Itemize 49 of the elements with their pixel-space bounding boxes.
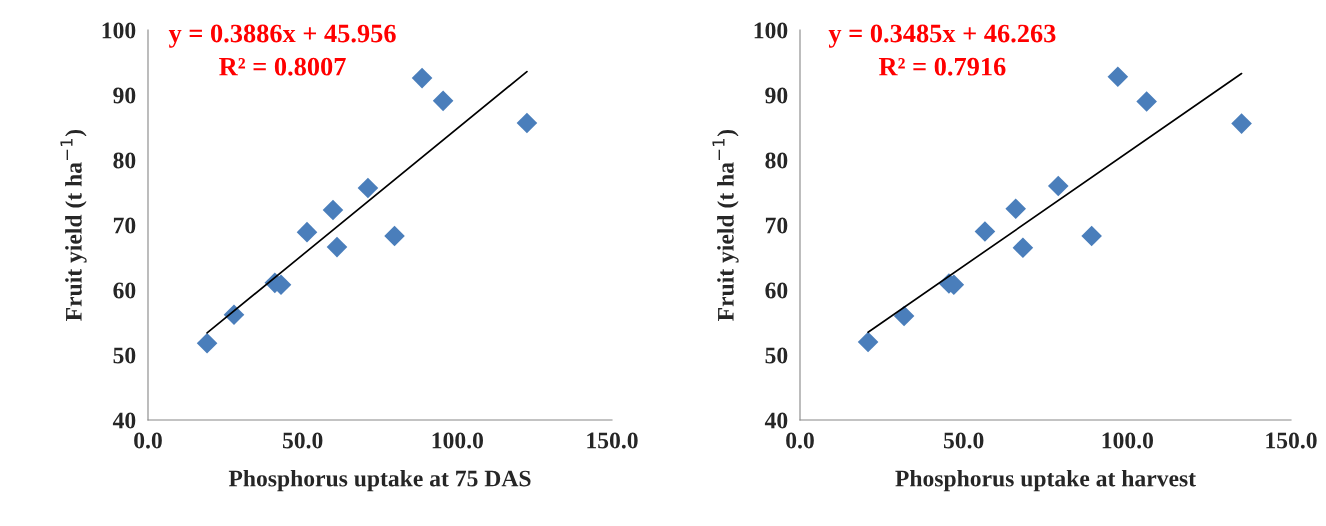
annotation: R² = 0.8007 (219, 57, 346, 76)
y-tick-label: 50 (765, 347, 788, 364)
x-axis-title: Phosphorus uptake at 75 DAS (228, 469, 531, 492)
point (1081, 225, 1102, 247)
annotation: y = 0.3886x + 45.956 (168, 24, 396, 48)
y-tick-label: 80 (113, 152, 136, 169)
point (322, 199, 344, 221)
x-tick-label: 50.0 (282, 432, 323, 449)
point (411, 67, 433, 89)
y-tick-label: 90 (765, 87, 788, 104)
point (1047, 175, 1069, 197)
point (974, 221, 996, 242)
x-axis-title: Phosphorus uptake at harvest (895, 469, 1196, 492)
y-tick-label: 70 (113, 217, 136, 234)
y-tick-label: 70 (765, 217, 788, 234)
annotation: R² = 0.7916 (878, 57, 1006, 76)
point (1012, 237, 1034, 259)
point (1005, 198, 1027, 220)
y-tick-label: 100 (102, 22, 136, 39)
y-tick-label: 80 (765, 152, 788, 169)
y-tick-label: 90 (113, 87, 136, 104)
x-tick-label: 150.0 (587, 432, 638, 449)
point (857, 331, 879, 353)
point (516, 112, 538, 134)
point (357, 177, 379, 199)
x-tick-label: 50.0 (943, 432, 984, 449)
point (893, 305, 915, 327)
y-tick-label: 60 (113, 282, 136, 299)
point (1107, 66, 1129, 88)
x-tick-label: 0.0 (134, 432, 162, 449)
x-tick-label: 0.0 (786, 432, 814, 449)
y-tick-label: 50 (113, 347, 136, 364)
y-axis-title: Fruit yield (t ha$^{−1}$) (712, 129, 739, 321)
y-tick-label: 40 (764, 412, 788, 429)
point (196, 333, 218, 354)
point (384, 225, 405, 247)
point (326, 236, 348, 258)
y-tick-label: 100 (754, 22, 788, 39)
x-tick-label: 100.0 (1102, 432, 1153, 449)
x-tick-label: 100.0 (432, 432, 483, 449)
point (296, 221, 318, 243)
y-tick-label: 60 (765, 282, 788, 299)
y-axis-title: Fruit yield (t ha$^{−1}$) (60, 129, 87, 321)
y-tick-label: 40 (112, 412, 136, 429)
point (1136, 91, 1157, 112)
point (432, 90, 454, 112)
point (1231, 113, 1252, 134)
x-tick-label: 150.0 (1266, 432, 1317, 449)
annotation: y = 0.3485x + 46.263 (828, 24, 1056, 48)
